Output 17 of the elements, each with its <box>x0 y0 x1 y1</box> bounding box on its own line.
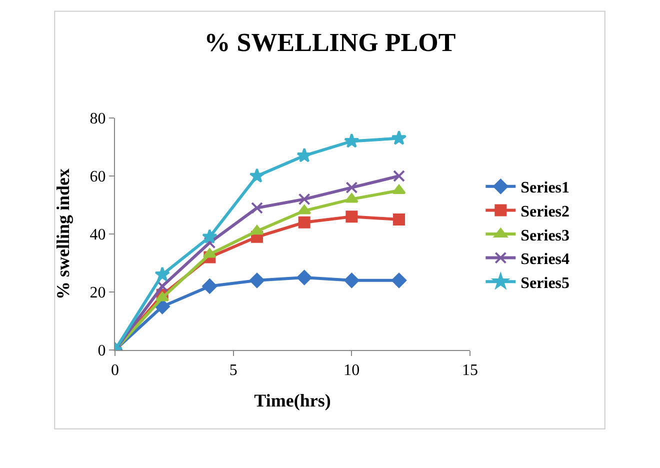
x-tick-label: 5 <box>229 362 238 380</box>
legend-label: Series2 <box>520 203 570 220</box>
y-tick-label: 80 <box>90 110 106 128</box>
legend-label: Series4 <box>520 251 570 268</box>
y-tick-label: 0 <box>98 342 106 360</box>
y-tick-label: 20 <box>90 284 106 302</box>
y-tick-label: 40 <box>90 226 106 244</box>
legend-label: Series5 <box>520 274 570 292</box>
y-axis-title: % swelling index <box>53 168 73 300</box>
y-tick-label: 60 <box>90 168 106 186</box>
x-tick-label: 0 <box>111 362 119 380</box>
legend-label: Series1 <box>520 180 570 197</box>
x-tick-label: 15 <box>462 362 478 380</box>
x-tick-label: 10 <box>344 362 360 380</box>
chart-title: % SWELLING PLOT <box>204 28 456 57</box>
legend-label: Series3 <box>520 227 570 244</box>
x-axis-title: Time(hrs) <box>254 390 331 410</box>
